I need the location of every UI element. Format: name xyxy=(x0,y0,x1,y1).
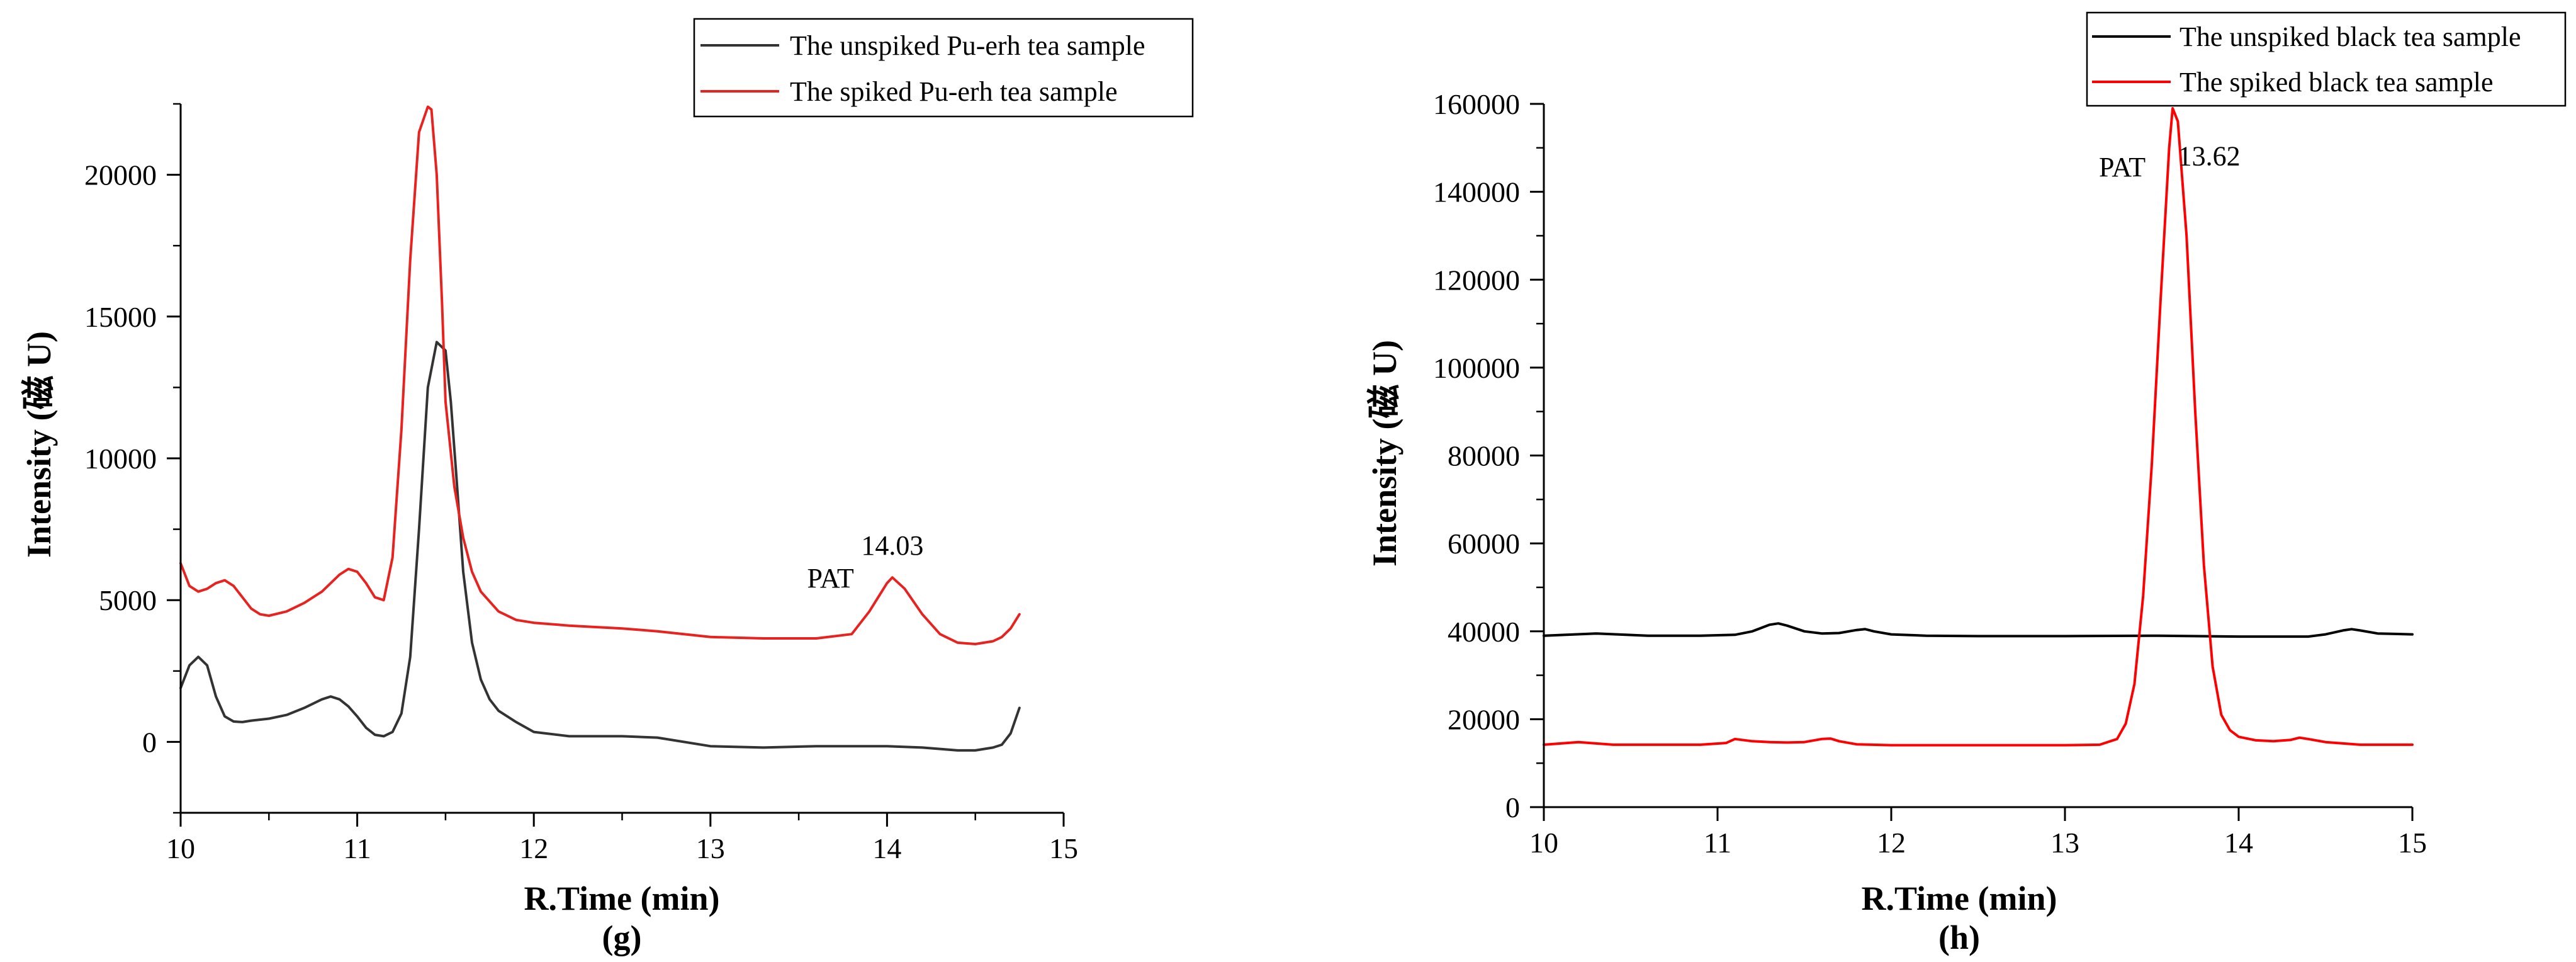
x-tick-label: 11 xyxy=(343,832,371,864)
y-tick-label: 80000 xyxy=(1448,440,1520,472)
y-axis-title: Intensity (磁 U) xyxy=(1366,340,1403,567)
x-tick-label: 13 xyxy=(2050,827,2079,859)
annotation-pat: PAT xyxy=(807,563,853,594)
y-tick-label: 160000 xyxy=(1433,88,1520,120)
series-lines xyxy=(1543,107,2414,747)
series-line-unspiked xyxy=(1543,622,2414,638)
y-tick-label: 5000 xyxy=(99,584,157,616)
x-tick-label: 14 xyxy=(2224,827,2253,859)
y-tick-label: 0 xyxy=(1505,791,1520,823)
x-tick-label: 15 xyxy=(2398,827,2427,859)
x-axis-title: R.Time (min) xyxy=(524,880,720,917)
y-tick-label: 10000 xyxy=(84,443,157,475)
x-tick-label: 11 xyxy=(1704,827,1731,859)
legend-label-spiked: The spiked Pu-erh tea sample xyxy=(790,76,1118,107)
chart-panel-h: 10 11 12 13 14 15 0 20000 40000 60000 80000 100000 1… xyxy=(1366,11,2567,956)
y-tick-label: 140000 xyxy=(1433,176,1520,208)
legend-box xyxy=(693,18,1194,118)
legend: The unspiked Pu-erh tea sample The spike… xyxy=(693,18,1194,118)
tick-labels: 10 11 12 13 14 15 0 20000 40000 60000 80000 100000 1… xyxy=(1433,88,2427,859)
y-tick-label: 60000 xyxy=(1448,528,1520,560)
legend-label-unspiked: The unspiked Pu-erh tea sample xyxy=(790,30,1145,61)
x-tick-label: 10 xyxy=(1529,827,1558,859)
y-axis-title: Intensity (磁 U) xyxy=(20,331,58,558)
series-lines xyxy=(179,105,1021,752)
legend-box xyxy=(2086,11,2567,107)
x-tick-label: 13 xyxy=(696,832,725,864)
x-tick-label: 12 xyxy=(1877,827,1906,859)
y-tick-label: 100000 xyxy=(1433,352,1520,384)
legend: The unspiked black tea sample The spiked… xyxy=(2086,11,2567,107)
y-tick-label: 0 xyxy=(142,726,157,758)
legend-label-spiked: The spiked black tea sample xyxy=(2179,67,2493,98)
x-tick-label: 12 xyxy=(519,832,548,864)
y-tick-label: 120000 xyxy=(1433,264,1520,296)
series-line-unspiked xyxy=(179,341,1021,752)
annotation-pat: PAT xyxy=(2099,152,2146,183)
x-tick-label: 14 xyxy=(872,832,901,864)
annotation-retention-time: 14.03 xyxy=(861,530,923,561)
axes-frame xyxy=(1543,104,2412,808)
series-line-spiked xyxy=(1543,107,2414,747)
axis-ticks xyxy=(1530,103,2414,821)
panel-label: (g) xyxy=(602,919,642,956)
tick-labels: 10 11 12 13 14 15 0 5000 10000 15000 20000 xyxy=(84,159,1078,864)
y-tick-label: 15000 xyxy=(84,301,157,333)
y-tick-label: 20000 xyxy=(1448,703,1520,735)
chart-panel-g: 10 11 12 13 14 15 0 5000 10000 15000 20000 PAT 14.… xyxy=(20,18,1194,956)
axis-ticks xyxy=(167,103,1065,827)
x-axis-title: R.Time (min) xyxy=(1862,880,2057,917)
axes-frame xyxy=(179,104,1064,814)
annotation-retention-time: 13.62 xyxy=(2178,141,2241,172)
panel-label: (h) xyxy=(1938,919,1980,956)
series-line-spiked xyxy=(179,105,1021,645)
legend-label-unspiked: The unspiked black tea sample xyxy=(2179,21,2521,52)
y-tick-label: 40000 xyxy=(1448,616,1520,648)
x-tick-label: 10 xyxy=(166,832,195,864)
x-tick-label: 15 xyxy=(1049,832,1078,864)
y-tick-label: 20000 xyxy=(84,159,157,191)
